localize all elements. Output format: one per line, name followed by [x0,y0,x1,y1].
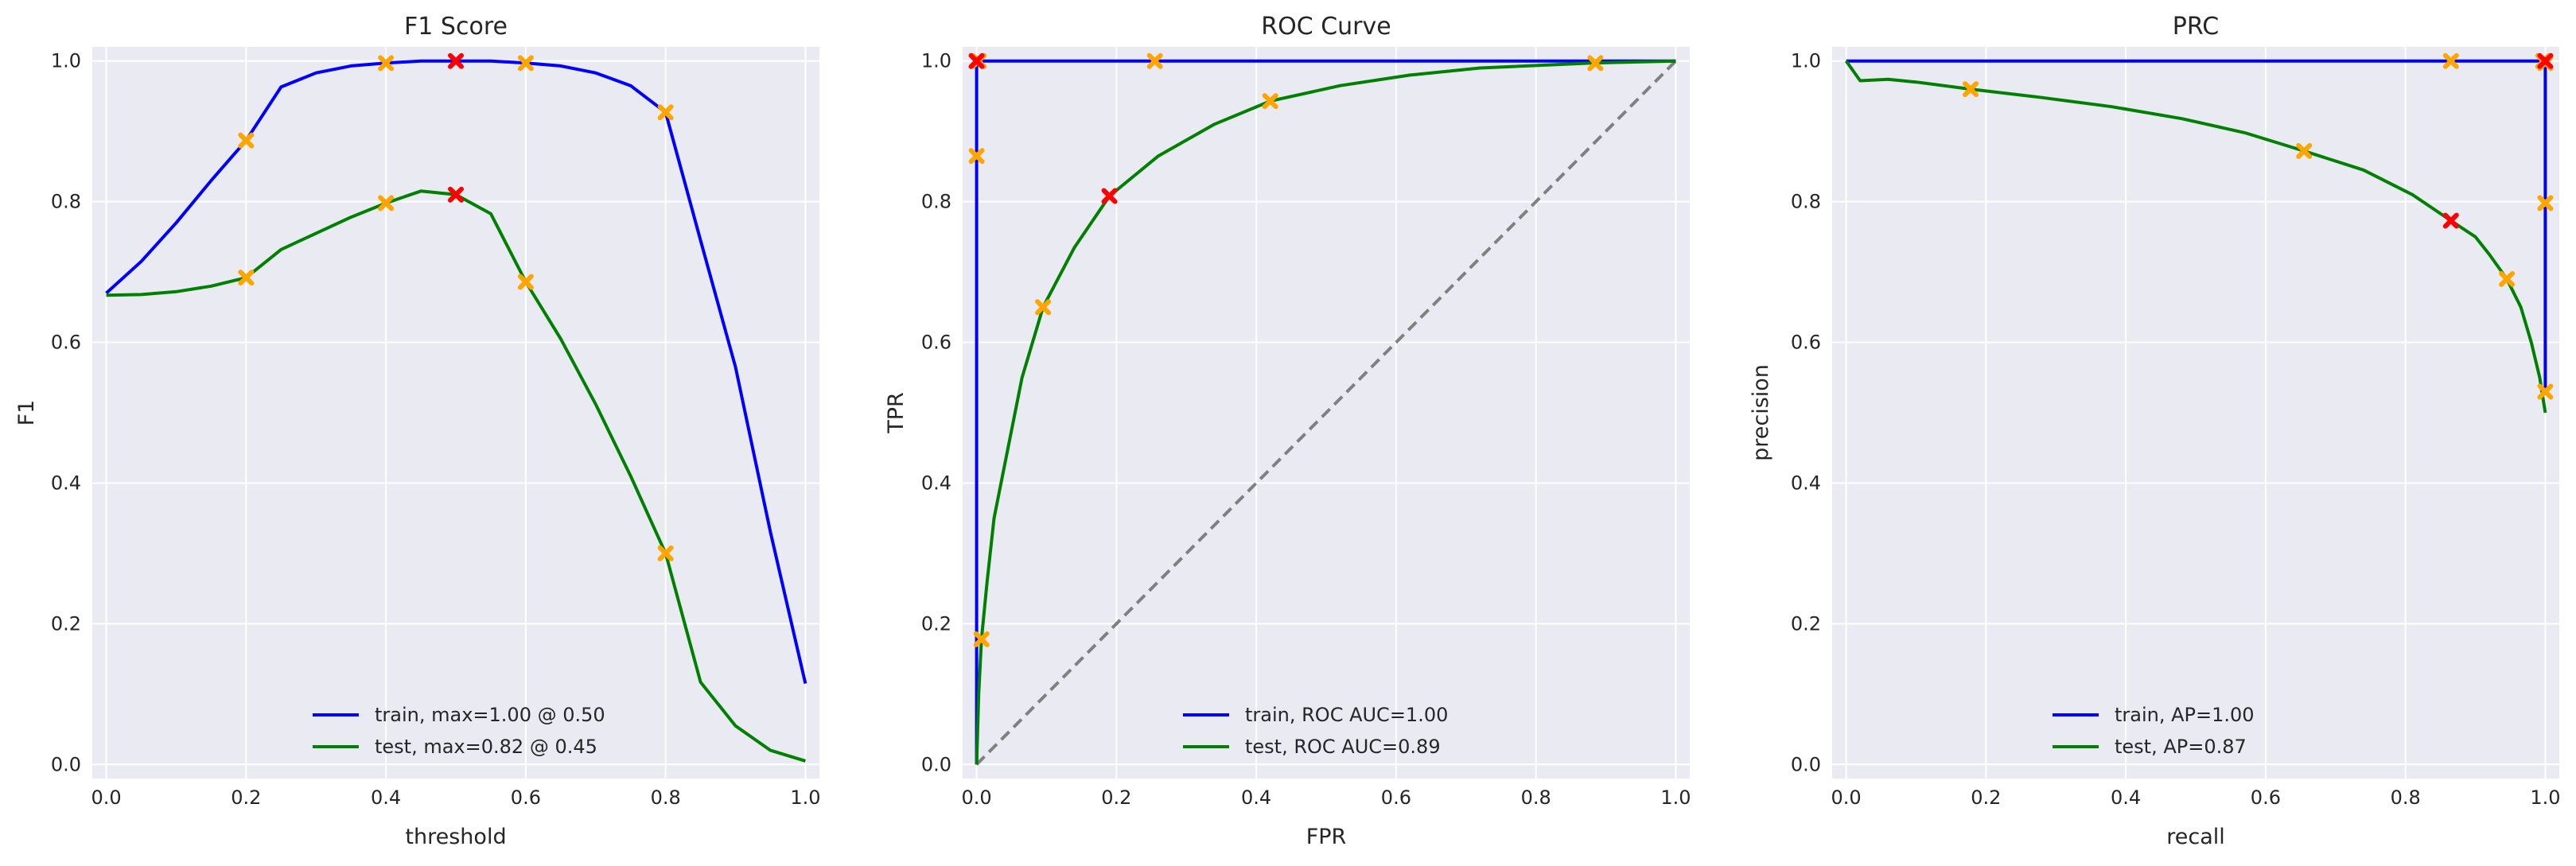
optimal-threshold-marker [448,186,464,203]
x-tick-label: 0.0 [961,786,991,809]
optimal-threshold-marker [2537,52,2554,69]
gridlines [92,47,819,779]
legend-label-test: test, AP=0.87 [2115,736,2247,758]
y-tick-label: 0.2 [1791,612,1821,635]
x-tick-label: 0.8 [2391,786,2421,809]
x-axis-label: recall [2166,825,2225,849]
legend-label-test: test, ROC AUC=0.89 [1245,736,1441,758]
legend-label-train: train, AP=1.00 [2115,704,2255,726]
y-tick-label: 1.0 [1791,50,1821,72]
legend: train, ROC AUC=1.00 test, ROC AUC=0.89 [1183,704,1448,758]
legend-label-test: test, max=0.82 @ 0.45 [375,736,597,758]
threshold-marker [1262,93,1278,110]
threshold-marker [657,545,674,561]
y-tick-label: 0.4 [51,472,81,494]
optimal-threshold-marker [2442,212,2459,229]
x-tick-label: 1.0 [1660,786,1691,809]
x-tick-label: 0.2 [1971,786,2001,809]
series-line-test [975,59,1676,765]
y-tick-label: 0.6 [51,332,81,354]
y-tick-label: 0.0 [51,753,81,775]
threshold-marker [517,274,534,290]
y-tick-label: 0.0 [1791,753,1821,775]
y-axis-label: F1 [14,400,39,426]
threshold-marker [1035,299,1052,316]
tick-labels: 0.0 0.2 0.4 0.6 0.8 1.0 0.0 0.2 0.4 0.6 0.8 1.0 [1791,50,2561,809]
threshold-marker [238,270,255,286]
chart-roc-curve: 0.0 0.2 0.4 0.6 0.8 1.0 0.0 0.2 0.4 0.6 0.8 1.0 ROC… [884,13,1691,849]
x-tick-label: 0.6 [1381,786,1411,809]
x-tick-label: 0.8 [1521,786,1551,809]
chart-prc: 0.0 0.2 0.4 0.6 0.8 1.0 0.0 0.2 0.4 0.6 0.8 1.0 PRC… [1749,13,2561,849]
y-tick-label: 0.2 [51,612,81,635]
threshold-marker [968,148,985,165]
y-tick-label: 1.0 [921,50,951,72]
y-tick-label: 0.0 [921,753,951,775]
x-tick-label: 0.0 [91,786,121,809]
x-axis-label: threshold [405,825,506,849]
threshold-markers [1963,52,2554,400]
y-tick-label: 0.6 [921,332,951,354]
optimal-threshold-marker [1101,188,1118,204]
x-tick-label: 0.4 [1241,786,1271,809]
y-tick-label: 0.6 [1791,332,1821,354]
chart-title: F1 Score [404,13,508,41]
threshold-marker [1963,81,1979,98]
legend: train, AP=1.00 test, AP=0.87 [2053,704,2255,758]
chart-title: ROC Curve [1261,13,1391,41]
x-tick-label: 0.2 [231,786,261,809]
x-tick-label: 0.4 [371,786,401,809]
threshold-marker [378,55,395,72]
x-tick-label: 0.8 [651,786,681,809]
threshold-marker [2537,383,2554,400]
threshold-marker [2442,52,2459,69]
chart-title: PRC [2173,13,2219,41]
x-tick-label: 1.0 [790,786,820,809]
threshold-marker [238,132,255,149]
plot-area-bg [92,47,819,779]
chart-f1-score: 0.0 0.2 0.4 0.6 0.8 1.0 0.0 0.2 0.4 0.6 0.8 1.0 F1 … [14,13,821,849]
x-tick-label: 1.0 [2530,786,2560,809]
threshold-marker [2499,270,2516,287]
legend-label-train: train, ROC AUC=1.00 [1245,704,1448,726]
threshold-markers [968,52,1604,647]
legend: train, max=1.00 @ 0.50 test, max=0.82 @ 0… [313,704,605,758]
x-tick-label: 0.2 [1101,786,1131,809]
threshold-marker [517,55,534,72]
x-tick-label: 0.6 [2251,786,2281,809]
optimal-threshold-marker [968,52,985,69]
y-tick-label: 0.8 [51,191,81,213]
threshold-marker [657,104,674,121]
tick-labels: 0.0 0.2 0.4 0.6 0.8 1.0 0.0 0.2 0.4 0.6 0.8 1.0 [51,50,821,809]
series-line-test [1844,60,2547,414]
x-tick-label: 0.4 [2111,786,2141,809]
y-tick-label: 1.0 [51,50,81,72]
legend-label-train: train, max=1.00 @ 0.50 [375,704,605,726]
chance-diagonal-line [975,60,1677,766]
x-tick-label: 0.6 [511,786,541,809]
threshold-markers [238,52,674,561]
y-tick-label: 0.8 [921,191,951,213]
y-axis-label: TPR [884,392,909,434]
y-tick-label: 0.8 [1791,191,1821,213]
x-axis-label: FPR [1306,825,1347,849]
threshold-marker [2537,195,2554,212]
threshold-marker [1587,55,1604,72]
y-tick-label: 0.2 [921,612,951,635]
y-tick-label: 0.4 [1791,472,1821,494]
reference-lines [975,60,1677,766]
plot-area-bg [1832,47,2559,779]
y-tick-label: 0.4 [921,472,951,494]
y-axis-label: precision [1749,364,1773,461]
threshold-marker [1146,52,1163,69]
threshold-marker [378,195,395,212]
optimal-threshold-marker [448,52,464,69]
x-tick-label: 0.0 [1831,786,1861,809]
threshold-marker [973,631,990,647]
threshold-marker [2296,142,2313,159]
tick-labels: 0.0 0.2 0.4 0.6 0.8 1.0 0.0 0.2 0.4 0.6 0.8 1.0 [921,50,1691,809]
